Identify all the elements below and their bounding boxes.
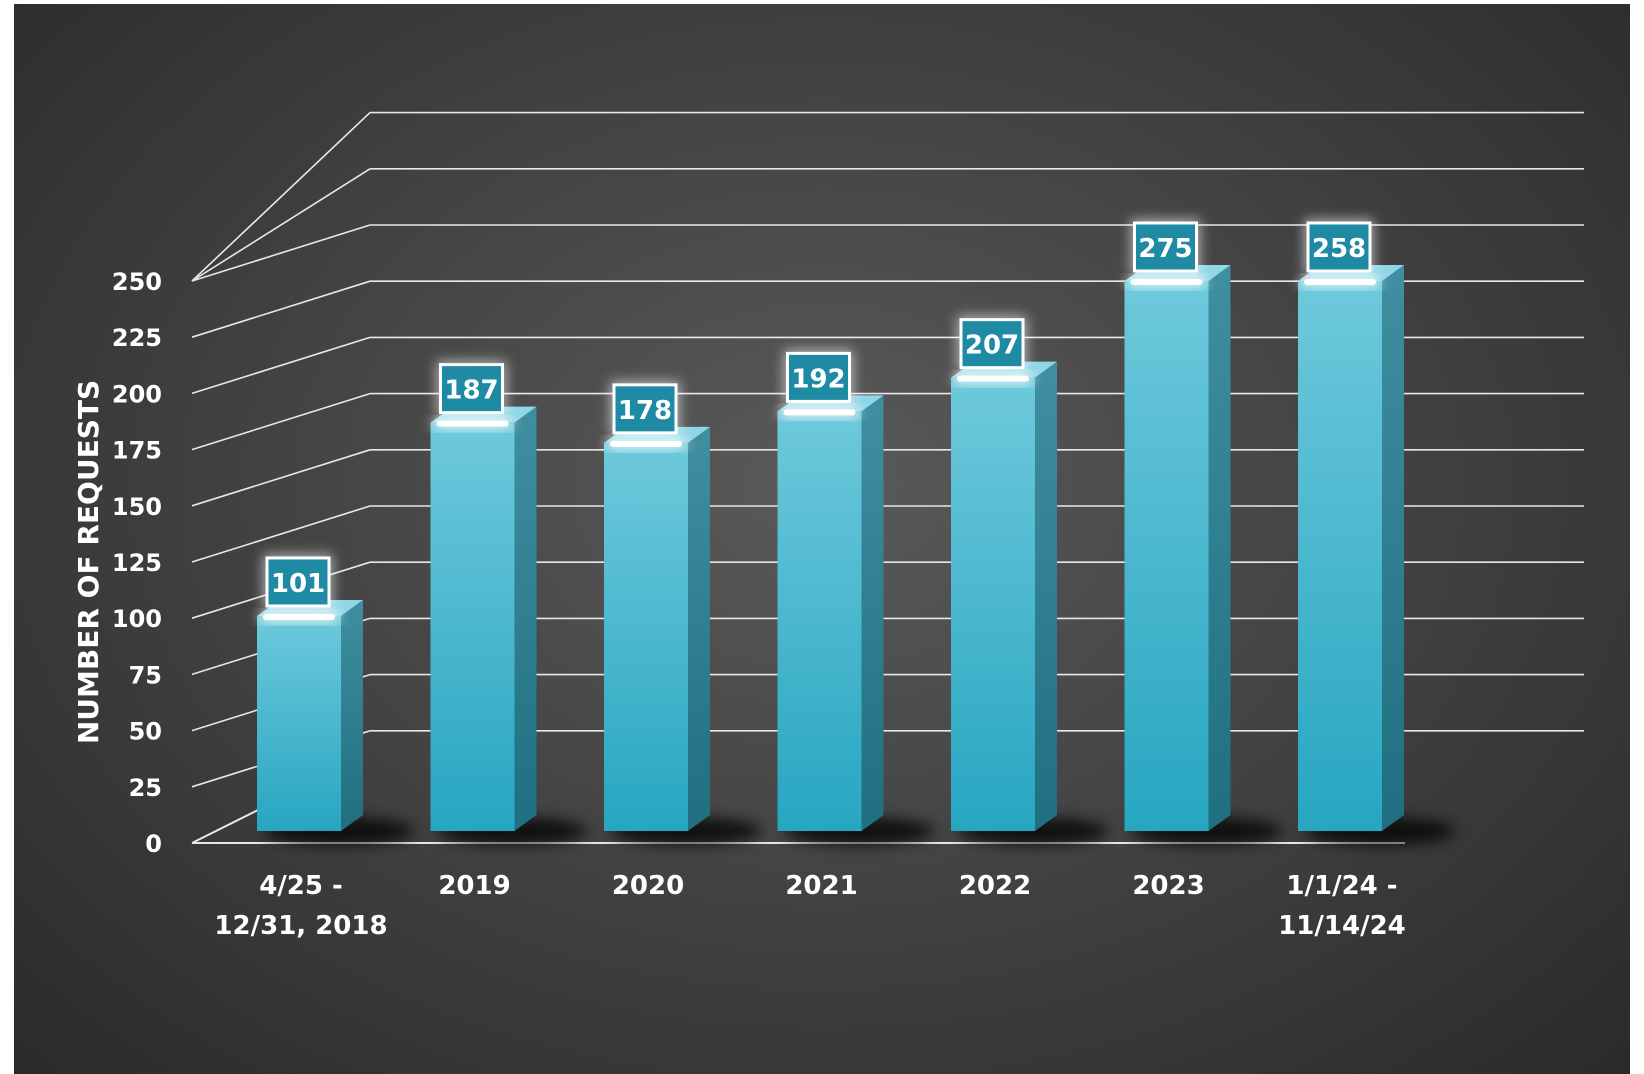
value-label-box xyxy=(959,318,1025,370)
value-label: 207 xyxy=(965,331,1019,361)
value-label: 101 xyxy=(271,569,325,599)
bar-highlight xyxy=(436,420,509,427)
bar-side xyxy=(514,406,537,831)
value-label-box xyxy=(439,363,504,415)
bar-side xyxy=(341,599,363,831)
y-axis-title: NUMBER OF REQUESTS xyxy=(72,380,105,744)
bar-highlight xyxy=(957,375,1029,382)
bar xyxy=(430,406,588,845)
bar-highlight xyxy=(1304,279,1376,285)
bar-highlight xyxy=(263,613,335,620)
y-tick-label: 225 xyxy=(112,324,162,352)
y-tick-label: 25 xyxy=(129,774,162,802)
bar xyxy=(604,426,761,845)
bars xyxy=(257,265,1455,845)
x-tick-label: 12/31, 2018 xyxy=(214,911,387,941)
bar-side xyxy=(1035,361,1057,831)
gridline-diagonal xyxy=(191,336,371,395)
bar-front xyxy=(257,615,341,831)
gridline-diagonal xyxy=(191,505,371,563)
x-tick-label: 11/14/24 xyxy=(1278,911,1406,941)
bar xyxy=(1298,265,1455,845)
y-tick-label: 175 xyxy=(112,437,162,465)
y-tick-label: 200 xyxy=(112,380,162,408)
gridline-diagonal xyxy=(191,449,371,507)
bar xyxy=(951,361,1108,845)
gridline-diagonal xyxy=(191,168,371,282)
bar xyxy=(257,599,414,845)
value-label: 187 xyxy=(444,376,498,406)
bar-highlight xyxy=(610,440,682,447)
bar-front xyxy=(604,442,688,831)
y-tick-label: 100 xyxy=(112,605,162,633)
y-tick-label: 250 xyxy=(112,268,162,296)
labels: 0 25 50 75 100 125 150 175 200 225 250 101 4/25 - 12/… xyxy=(112,219,1406,941)
bar-front xyxy=(777,411,862,831)
value-label-box xyxy=(265,556,331,608)
bar-highlight xyxy=(1130,279,1203,285)
y-tick-label: 150 xyxy=(112,493,162,521)
bar-front xyxy=(430,422,515,831)
value-label-box xyxy=(612,383,678,435)
value-label: 275 xyxy=(1138,234,1192,264)
value-label-box xyxy=(1133,221,1198,273)
bar-side xyxy=(1382,265,1404,831)
bar-side xyxy=(1208,265,1231,831)
bar xyxy=(1124,265,1282,845)
y-tick-label: 0 xyxy=(145,830,162,858)
value-label: 178 xyxy=(618,396,672,426)
gridline-diagonal xyxy=(191,280,371,338)
value-label-box xyxy=(1306,221,1372,273)
gridline-diagonal xyxy=(191,224,371,282)
x-tick-label: 2023 xyxy=(1132,871,1204,901)
floor-diagonal xyxy=(191,809,259,844)
y-tick-label: 75 xyxy=(129,661,162,689)
value-label: 192 xyxy=(791,364,845,394)
bar-front xyxy=(1298,281,1382,831)
x-tick-label: 2020 xyxy=(612,871,684,901)
bar-side xyxy=(688,426,710,831)
bar-front xyxy=(951,377,1035,831)
bar-side xyxy=(861,395,884,831)
gridline-diagonal xyxy=(191,112,371,282)
y-tick-label: 125 xyxy=(112,549,162,577)
bar-front xyxy=(1124,281,1209,831)
bar-highlight xyxy=(783,409,856,416)
x-tick-label: 2021 xyxy=(785,871,857,901)
gridline-diagonal xyxy=(191,392,371,451)
x-tick-label: 1/1/24 - xyxy=(1286,871,1397,901)
x-tick-label: 2022 xyxy=(959,871,1031,901)
bar xyxy=(777,395,935,845)
value-label: 258 xyxy=(1312,234,1366,264)
x-tick-label: 2019 xyxy=(438,871,510,901)
value-label-box xyxy=(786,351,851,403)
y-tick-label: 50 xyxy=(129,718,162,746)
x-tick-label: 4/25 - xyxy=(259,871,343,901)
